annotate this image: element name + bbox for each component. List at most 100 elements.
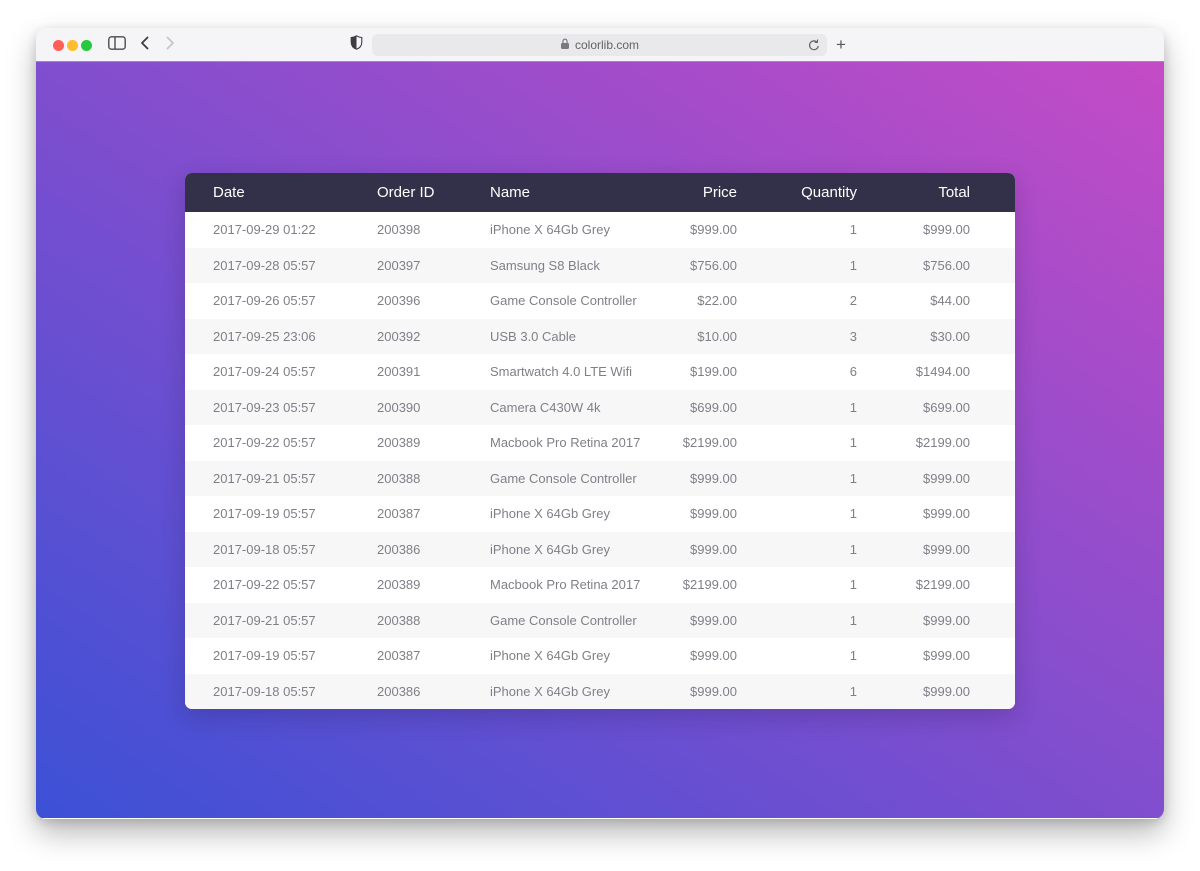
cell-name: iPhone X 64Gb Grey (490, 683, 610, 699)
cell-quantity: 1 (849, 612, 857, 628)
new-tab-button[interactable]: + (836, 35, 846, 54)
cell-quantity: 1 (849, 470, 857, 486)
cell-order_id: 200389 (377, 435, 421, 451)
column-header-order_id: Order ID (377, 184, 435, 201)
table-row: 2017-09-19 05:57 200387 iPhone X 64Gb Grey… (185, 496, 1015, 532)
cell-order_id: 200389 (377, 577, 421, 593)
reload-icon (808, 39, 819, 50)
reload-button[interactable] (808, 38, 820, 52)
cell-order_id: 200387 (377, 648, 421, 664)
cell-price: $22.00 (697, 293, 737, 309)
cell-order_id: 200397 (377, 257, 421, 273)
table-row: 2017-09-22 05:57 200389 Macbook Pro Retina… (185, 425, 1015, 461)
cell-total: $999.00 (923, 470, 970, 486)
cell-order_id: 200387 (377, 506, 421, 522)
cell-name: Game Console Controller (490, 293, 637, 309)
table-row: 2017-09-18 05:57 200386 iPhone X 64Gb Grey… (185, 531, 1015, 567)
cell-price: $699.00 (690, 399, 737, 415)
chevron-right-icon (166, 36, 175, 55)
cell-quantity: 1 (849, 648, 857, 664)
cell-price: $2199.00 (682, 435, 737, 451)
column-header-price: Price (702, 184, 737, 201)
cell-quantity: 1 (849, 399, 857, 415)
column-header-total: Total (938, 184, 970, 201)
cell-date: 2017-09-23 05:57 (213, 399, 316, 415)
minimize-window-button[interactable] (67, 39, 78, 51)
cell-order_id: 200392 (377, 328, 421, 344)
cell-name: Smartwatch 4.0 LTE Wifi (490, 364, 633, 380)
cell-total: $999.00 (923, 222, 970, 238)
cell-price: $999.00 (690, 222, 737, 238)
cell-quantity: 2 (849, 293, 857, 309)
cell-total: $999.00 (923, 648, 970, 664)
cell-date: 2017-09-21 05:57 (213, 470, 316, 486)
cell-price: $999.00 (690, 648, 737, 664)
cell-date: 2017-09-26 05:57 (213, 293, 316, 309)
cell-quantity: 3 (849, 328, 857, 344)
cell-total: $30.00 (930, 328, 970, 344)
column-header-date: Date (213, 184, 245, 201)
cell-order_id: 200388 (377, 612, 421, 628)
cell-date: 2017-09-28 05:57 (213, 257, 316, 273)
cell-name: iPhone X 64Gb Grey (490, 648, 610, 664)
table-header-row: Date Order ID Name Price Quantity Total (185, 173, 1015, 212)
browser-toolbar: colorlib.com + (36, 28, 1164, 62)
cell-order_id: 200391 (377, 364, 421, 380)
sidebar-icon (108, 35, 126, 55)
cell-quantity: 1 (849, 577, 857, 593)
cell-price: $999.00 (690, 470, 737, 486)
cell-name: USB 3.0 Cable (490, 328, 576, 344)
cell-date: 2017-09-18 05:57 (213, 683, 316, 699)
cell-name: iPhone X 64Gb Grey (490, 222, 610, 238)
cell-price: $199.00 (690, 364, 737, 380)
cell-name: iPhone X 64Gb Grey (490, 541, 610, 557)
cell-name: iPhone X 64Gb Grey (490, 506, 610, 522)
cell-order_id: 200396 (377, 293, 421, 309)
cell-date: 2017-09-19 05:57 (213, 506, 316, 522)
lock-icon (560, 37, 570, 53)
table-row: 2017-09-28 05:57 200397 Samsung S8 Black $7… (185, 247, 1015, 283)
table-row: 2017-09-24 05:57 200391 Smartwatch 4.0 LTE… (185, 354, 1015, 390)
forward-button[interactable] (160, 28, 180, 62)
cell-price: $10.00 (697, 328, 737, 344)
cell-total: $999.00 (923, 506, 970, 522)
cell-date: 2017-09-22 05:57 (213, 577, 316, 593)
table-row: 2017-09-23 05:57 200390 Camera C430W 4k $69… (185, 389, 1015, 425)
cell-name: Game Console Controller (490, 470, 637, 486)
cell-date: 2017-09-19 05:57 (213, 648, 316, 664)
cell-total: $999.00 (923, 683, 970, 699)
address-bar[interactable]: colorlib.com (372, 34, 827, 56)
zoom-window-button[interactable] (81, 39, 92, 51)
privacy-report-button[interactable] (346, 28, 366, 62)
browser-window: colorlib.com + Date Order ID Name Price Quan… (36, 28, 1164, 819)
sidebar-toggle-button[interactable] (104, 28, 130, 62)
shield-icon (350, 35, 363, 55)
cell-order_id: 200386 (377, 541, 421, 557)
cell-name: Macbook Pro Retina 2017 (490, 577, 641, 593)
cell-total: $44.00 (930, 293, 970, 309)
cell-price: $999.00 (690, 612, 737, 628)
table-row: 2017-09-25 23:06 200392 USB 3.0 Cable $10.0… (185, 318, 1015, 354)
table-row: 2017-09-21 05:57 200388 Game Console Contr… (185, 602, 1015, 638)
cell-quantity: 1 (849, 222, 857, 238)
cell-quantity: 1 (849, 435, 857, 451)
cell-date: 2017-09-21 05:57 (213, 612, 316, 628)
cell-quantity: 1 (849, 257, 857, 273)
column-header-quantity: Quantity (801, 184, 857, 201)
chevron-left-icon (140, 36, 149, 55)
close-window-button[interactable] (53, 39, 64, 51)
cell-order_id: 200390 (377, 399, 421, 415)
table-row: 2017-09-18 05:57 200386 iPhone X 64Gb Grey… (185, 673, 1015, 709)
cell-price: $999.00 (690, 506, 737, 522)
back-button[interactable] (134, 28, 154, 62)
table-row: 2017-09-26 05:57 200396 Game Console Contr… (185, 283, 1015, 319)
cell-name: Macbook Pro Retina 2017 (490, 435, 641, 451)
table-row: 2017-09-19 05:57 200387 iPhone X 64Gb Grey… (185, 638, 1015, 674)
cell-total: $699.00 (923, 399, 970, 415)
url-text: colorlib.com (574, 38, 640, 52)
cell-order_id: 200388 (377, 470, 421, 486)
cell-quantity: 1 (849, 683, 857, 699)
cell-date: 2017-09-22 05:57 (213, 435, 316, 451)
cell-total: $1494.00 (915, 364, 970, 380)
cell-order_id: 200398 (377, 222, 421, 238)
